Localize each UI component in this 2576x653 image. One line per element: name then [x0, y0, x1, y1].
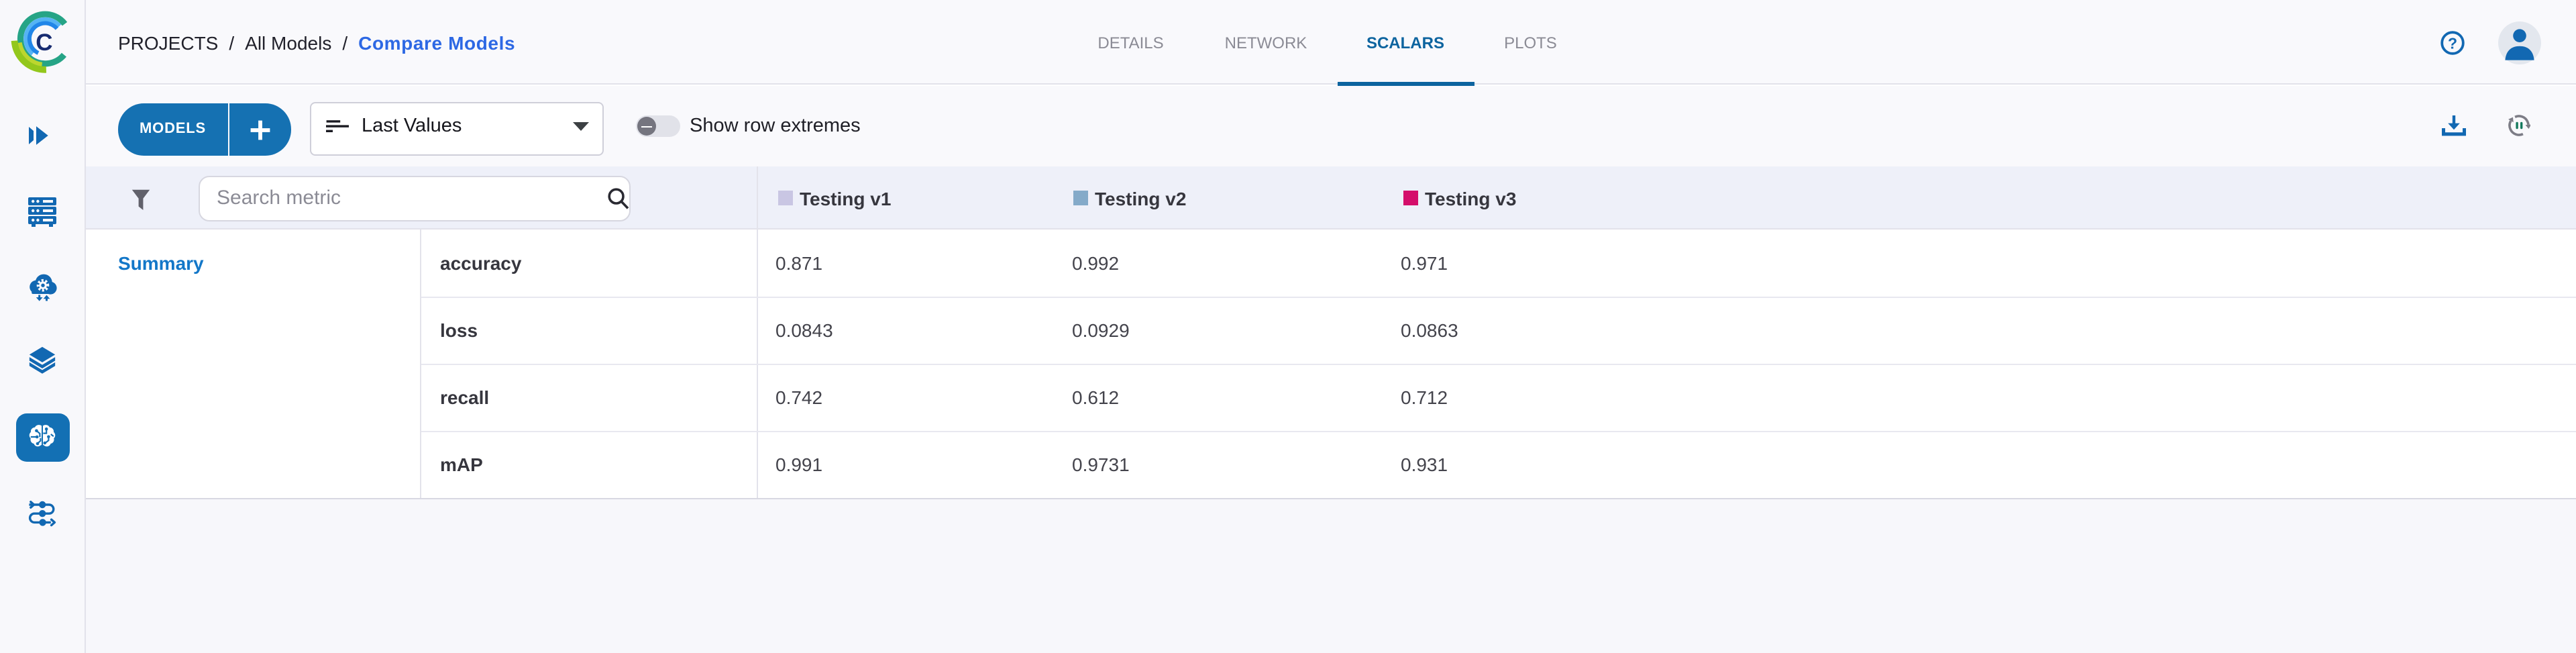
svg-text:?: ? — [2448, 34, 2457, 52]
svg-text:C: C — [36, 30, 52, 56]
